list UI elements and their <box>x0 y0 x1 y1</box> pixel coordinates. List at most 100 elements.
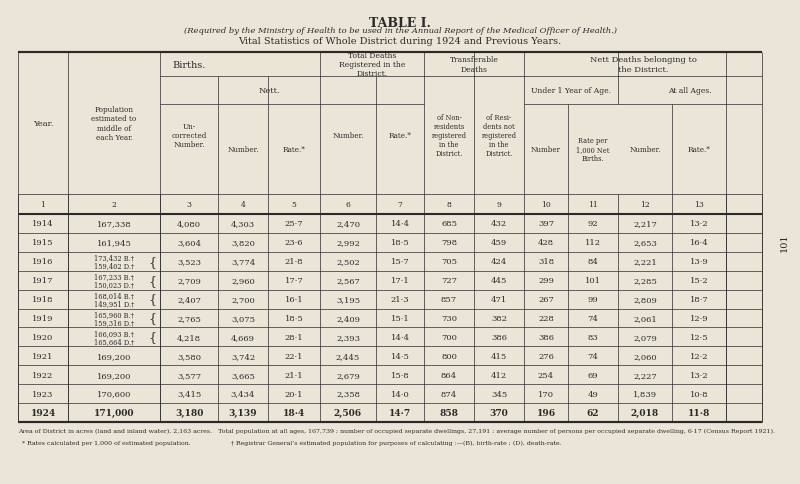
Text: 4,080: 4,080 <box>177 220 201 228</box>
Text: 2,960: 2,960 <box>231 277 255 285</box>
Text: 18·7: 18·7 <box>690 295 708 303</box>
Text: 11: 11 <box>588 200 598 209</box>
Text: 730: 730 <box>441 314 457 322</box>
Text: 14·4: 14·4 <box>390 220 410 228</box>
Text: Transferable
Deaths: Transferable Deaths <box>450 56 498 74</box>
Text: (Required by the Ministry of Health to be used in the Annual Report of the Medic: (Required by the Ministry of Health to b… <box>183 27 617 35</box>
Text: 23·6: 23·6 <box>285 239 303 247</box>
Text: Total Deaths
Registered in the
District.: Total Deaths Registered in the District. <box>339 52 405 78</box>
Text: 5: 5 <box>291 200 297 209</box>
Text: 13·2: 13·2 <box>690 371 708 379</box>
Text: Vital Statistics of Whole District during 1924 and Previous Years.: Vital Statistics of Whole District durin… <box>238 37 562 46</box>
Text: Year.: Year. <box>33 120 53 128</box>
Text: 798: 798 <box>441 239 457 247</box>
Text: 700: 700 <box>441 333 457 341</box>
Text: 1922: 1922 <box>32 371 54 379</box>
Text: 99: 99 <box>588 295 598 303</box>
Text: 62: 62 <box>586 408 599 417</box>
Text: 2,765: 2,765 <box>177 314 201 322</box>
Text: 1915: 1915 <box>32 239 54 247</box>
Text: 17·1: 17·1 <box>390 277 410 285</box>
Text: 397: 397 <box>538 220 554 228</box>
Text: 874: 874 <box>441 390 457 398</box>
Text: {: { <box>148 274 156 287</box>
Text: 3,604: 3,604 <box>177 239 201 247</box>
Text: 169,200: 169,200 <box>97 352 131 360</box>
Text: 4,303: 4,303 <box>231 220 255 228</box>
Text: 17·7: 17·7 <box>285 277 303 285</box>
Text: Rate.*: Rate.* <box>389 132 411 140</box>
Text: {: { <box>148 255 156 268</box>
Text: 3,075: 3,075 <box>231 314 255 322</box>
Text: Population
estimated to
middle of
each Year.: Population estimated to middle of each Y… <box>91 106 137 141</box>
Text: 3,577: 3,577 <box>177 371 201 379</box>
Text: 2,393: 2,393 <box>336 333 360 341</box>
Text: 857: 857 <box>441 295 457 303</box>
Text: Number.: Number. <box>630 146 661 154</box>
Text: 9: 9 <box>497 200 502 209</box>
Text: 2,506: 2,506 <box>334 408 362 417</box>
Text: 471: 471 <box>491 295 507 303</box>
Text: 12·2: 12·2 <box>690 352 708 360</box>
Text: 2,079: 2,079 <box>633 333 657 341</box>
Text: 1919: 1919 <box>32 314 54 322</box>
Text: Rate.*: Rate.* <box>282 146 306 154</box>
Text: 2,445: 2,445 <box>336 352 360 360</box>
Text: Nett Deaths belonging to
the District.: Nett Deaths belonging to the District. <box>590 56 697 74</box>
Text: 149,951 D.†: 149,951 D.† <box>94 300 134 308</box>
Text: 15·7: 15·7 <box>390 258 410 266</box>
Text: 2,061: 2,061 <box>633 314 657 322</box>
Text: 1923: 1923 <box>32 390 54 398</box>
Text: 165,664 D.†: 165,664 D.† <box>94 337 134 346</box>
Text: 92: 92 <box>588 220 598 228</box>
Text: 18·5: 18·5 <box>285 314 303 322</box>
Text: 2,470: 2,470 <box>336 220 360 228</box>
Text: 15·2: 15·2 <box>690 277 708 285</box>
Text: 166,093 B.†: 166,093 B.† <box>94 329 134 337</box>
Text: 727: 727 <box>441 277 457 285</box>
Text: 196: 196 <box>537 408 555 417</box>
Text: 2,502: 2,502 <box>336 258 360 266</box>
Text: 432: 432 <box>491 220 507 228</box>
Text: 21·8: 21·8 <box>285 258 303 266</box>
Text: 49: 49 <box>587 390 598 398</box>
Text: {: { <box>148 312 156 325</box>
Text: 6: 6 <box>346 200 350 209</box>
Text: 4,669: 4,669 <box>231 333 255 341</box>
Text: 1,839: 1,839 <box>633 390 657 398</box>
Text: 4,218: 4,218 <box>177 333 201 341</box>
Text: Area of District in acres (land and inland water), 2,163 acres.   Total populati: Area of District in acres (land and inla… <box>18 428 775 433</box>
Text: 345: 345 <box>491 390 507 398</box>
Text: Number.: Number. <box>227 146 258 154</box>
Text: 101: 101 <box>779 233 789 252</box>
Text: 14·5: 14·5 <box>390 352 410 360</box>
Text: 12: 12 <box>640 200 650 209</box>
Text: 169,200: 169,200 <box>97 371 131 379</box>
Text: 2,227: 2,227 <box>633 371 657 379</box>
Text: 8: 8 <box>446 200 451 209</box>
Text: 171,000: 171,000 <box>94 408 134 417</box>
Text: 2,285: 2,285 <box>633 277 657 285</box>
Text: 20·1: 20·1 <box>285 390 303 398</box>
Text: 3,742: 3,742 <box>231 352 255 360</box>
Text: 459: 459 <box>491 239 507 247</box>
Text: 318: 318 <box>538 258 554 266</box>
Text: of Non-
residents
registered
in the
District.: of Non- residents registered in the Dist… <box>431 113 466 158</box>
Text: 2,567: 2,567 <box>336 277 360 285</box>
Text: 3,180: 3,180 <box>175 408 203 417</box>
Text: 428: 428 <box>538 239 554 247</box>
Text: 3,415: 3,415 <box>177 390 201 398</box>
Text: 2,407: 2,407 <box>177 295 201 303</box>
Text: Rate per
1,000 Net
Births.: Rate per 1,000 Net Births. <box>576 136 610 163</box>
Text: 3,434: 3,434 <box>231 390 255 398</box>
Text: 7: 7 <box>398 200 402 209</box>
Text: 2,409: 2,409 <box>336 314 360 322</box>
Text: 800: 800 <box>441 352 457 360</box>
Text: 2,018: 2,018 <box>631 408 659 417</box>
Text: 74: 74 <box>587 352 598 360</box>
Text: 3,580: 3,580 <box>177 352 201 360</box>
Text: 15·1: 15·1 <box>390 314 410 322</box>
Text: 1921: 1921 <box>32 352 54 360</box>
Text: 167,338: 167,338 <box>97 220 131 228</box>
Text: 2: 2 <box>111 200 117 209</box>
